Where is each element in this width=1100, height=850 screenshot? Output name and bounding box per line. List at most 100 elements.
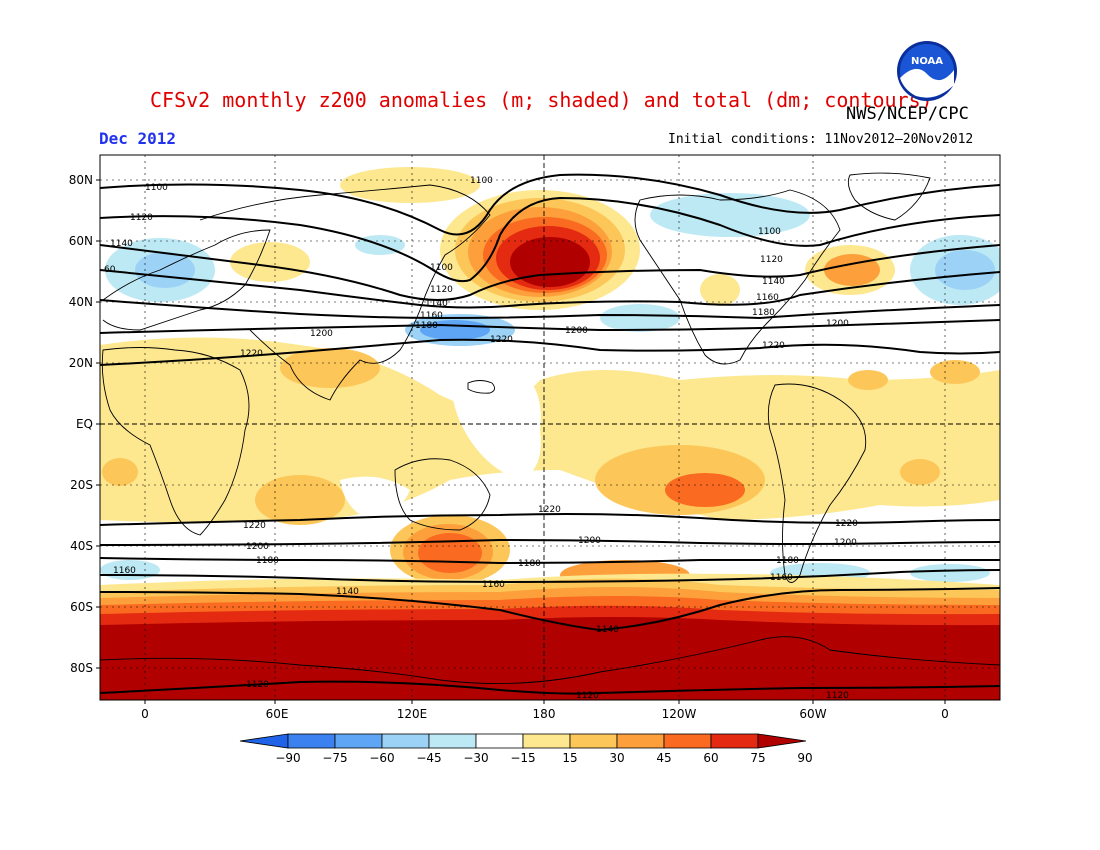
lat-label: 20S xyxy=(70,478,93,492)
contour-label: 1140 xyxy=(596,625,619,635)
africa-outline xyxy=(101,347,250,536)
colorbar-tick-label: −45 xyxy=(416,751,441,765)
lat-label: 80N xyxy=(69,173,93,187)
lat-label: 40N xyxy=(69,295,93,309)
southern-ring-positive xyxy=(100,578,1000,700)
lon-label: 0 xyxy=(141,707,149,721)
contour-line xyxy=(100,196,1000,283)
valid-month: Dec 2012 xyxy=(99,129,177,148)
contour-label: 1200 xyxy=(565,326,588,336)
contour-label: 1160 xyxy=(113,566,136,576)
southern-ring-positive xyxy=(100,605,1000,700)
colorbar-swatch xyxy=(334,733,383,749)
anomaly-patch xyxy=(848,370,888,390)
contour-label: 1120 xyxy=(246,680,269,690)
colorbar-tick-label: −30 xyxy=(463,751,488,765)
lon-label: 120E xyxy=(397,707,428,721)
contour-label: 1180 xyxy=(415,321,438,331)
contour-line xyxy=(100,269,1000,309)
contour-label: 1120 xyxy=(130,213,153,223)
colorbar-swatch xyxy=(569,733,618,749)
anomaly-patch xyxy=(700,274,740,306)
lon-label: 180 xyxy=(533,707,556,721)
colorbar-tick-label: 75 xyxy=(750,751,765,765)
colorbar-tick-label: 45 xyxy=(656,751,671,765)
contour-line xyxy=(100,319,1000,334)
contour-line xyxy=(100,587,1000,632)
negative-anomaly xyxy=(910,564,990,582)
contour-label: 1180 xyxy=(256,556,279,566)
southern-ring-positive xyxy=(100,587,1000,700)
contour-lines xyxy=(100,173,1000,695)
logo-text: NOAA xyxy=(911,56,943,67)
colorbar-swatch xyxy=(475,733,524,749)
anomaly-patch xyxy=(930,360,980,384)
contour-line xyxy=(100,299,1000,320)
south-pacific-positive xyxy=(390,515,510,585)
negative-anomaly xyxy=(105,238,215,302)
lon-label: 60W xyxy=(799,707,826,721)
anomaly-patch xyxy=(900,459,940,485)
pacific-ridge xyxy=(468,207,612,297)
colorbar-swatch xyxy=(616,733,665,749)
contour-label: 1180 xyxy=(752,308,775,318)
colorbar-tick-label: −15 xyxy=(510,751,535,765)
lon-label: 0 xyxy=(941,707,949,721)
anomaly-patch xyxy=(230,242,310,282)
contour-line xyxy=(100,513,1000,526)
anomaly-patch xyxy=(805,245,895,295)
contour-label: 1120 xyxy=(576,691,599,701)
contour-label: 1160 xyxy=(420,311,443,321)
contour-label: 1220 xyxy=(240,349,263,359)
anomaly-patch xyxy=(255,475,345,525)
north-america-outline xyxy=(634,189,841,365)
contour-label: 1180 xyxy=(518,559,541,569)
equator-neutral-gap xyxy=(450,365,541,480)
contour-label: 1200 xyxy=(246,542,269,552)
contour-line xyxy=(100,680,1000,695)
contour-label: 1100 xyxy=(430,263,453,273)
contour-label: 1120 xyxy=(826,691,849,701)
axis-ticks xyxy=(96,179,946,704)
lon-label: 120W xyxy=(662,707,697,721)
contour-label: 1160 xyxy=(482,580,505,590)
negative-anomaly xyxy=(420,320,490,340)
contour-line xyxy=(100,173,1000,236)
contour-label: 1100 xyxy=(470,176,493,186)
colorbar-tick-label: −90 xyxy=(275,751,300,765)
colorbar-swatch xyxy=(428,733,477,749)
lat-label: EQ xyxy=(76,417,93,431)
pacific-ridge xyxy=(455,198,625,302)
contour-label: 1140 xyxy=(762,277,785,287)
colorbar-swatch xyxy=(381,733,430,749)
southern-ring-positive xyxy=(100,617,1000,700)
anomaly-patch xyxy=(595,445,765,515)
negative-anomaly xyxy=(600,304,680,332)
contour-label: 1220 xyxy=(762,341,785,351)
pacific-ridge xyxy=(340,167,480,203)
contour-label: 1120 xyxy=(430,285,453,295)
colorbar-tick-label: 15 xyxy=(562,751,577,765)
contour-label: 1160 xyxy=(770,573,793,583)
lat-label: 20N xyxy=(69,356,93,370)
anomaly-patch xyxy=(102,458,138,486)
contour-label: 1220 xyxy=(243,521,266,531)
anomaly-patch xyxy=(280,348,380,388)
colorbar-tick-label: −75 xyxy=(322,751,347,765)
longitude-labels: 0 60E 120E 180 120W 60W 0 xyxy=(141,707,949,721)
contour-label: 1200 xyxy=(578,536,601,546)
colorbar-tick-label: 90 xyxy=(797,751,812,765)
contour-label: 60 xyxy=(104,265,116,275)
negative-anomaly xyxy=(100,560,160,580)
contour-line xyxy=(100,569,1000,584)
lat-lon-grid xyxy=(100,155,1000,700)
contour-label: 1200 xyxy=(826,319,849,329)
anomaly-patch xyxy=(824,254,880,286)
colorbar-tick-label: −60 xyxy=(369,751,394,765)
contour-line xyxy=(100,557,1000,565)
negative-anomaly xyxy=(405,314,515,346)
anomaly-patch xyxy=(665,473,745,507)
contour-label: 1180 xyxy=(776,556,799,566)
map-frame xyxy=(99,154,1001,701)
map-plot-area: 1100 1120 1140 60 1100 1120 1140 1160 11… xyxy=(100,155,1000,701)
